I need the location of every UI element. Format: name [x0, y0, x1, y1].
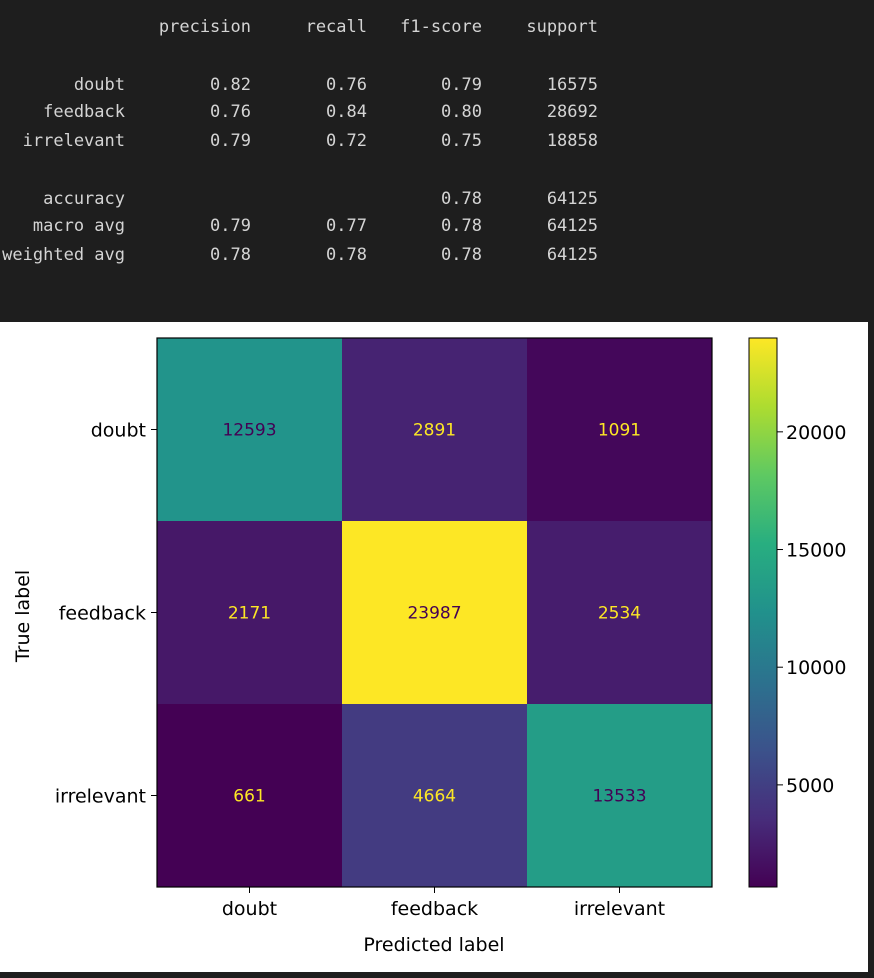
- classification-report: precision recall f1-score support doubt 0.82 0…: [0, 0, 874, 322]
- bottom-border: [0, 972, 874, 978]
- report-cell-support: 64125: [546, 245, 598, 265]
- x-tick-label: irrelevant: [574, 898, 665, 920]
- y-tick-label: doubt: [91, 420, 146, 442]
- matrix-cell: [157, 338, 343, 522]
- report-cell-support: 16575: [546, 75, 598, 95]
- report-cell-precision: 0.79: [210, 131, 251, 151]
- report-cell-support: 28692: [546, 102, 598, 122]
- colorbar: [748, 337, 778, 888]
- colorbar-tick-label: 20000: [786, 422, 846, 444]
- report-cell-f1: 0.79: [441, 75, 482, 95]
- report-header-precision: precision: [158, 17, 251, 37]
- colorbar-tick-label: 5000: [786, 775, 834, 797]
- report-header-support: support: [526, 17, 598, 37]
- report-cell-precision: 0.82: [210, 75, 251, 95]
- confusion-matrix-chart: 12593 2891 1091 2171 23987 2534 661 4664 13533 d…: [12, 337, 846, 956]
- report-cell-recall: 0.77: [326, 216, 367, 236]
- report-row-label: doubt: [73, 75, 125, 95]
- matrix-cell: [342, 521, 528, 705]
- matrix-cell: [527, 521, 713, 705]
- report-accuracy-label: accuracy: [43, 189, 125, 209]
- confusion-matrix-figure: 12593 2891 1091 2171 23987 2534 661 4664 13533 d…: [0, 322, 868, 972]
- right-border: [868, 322, 874, 978]
- report-cell-f1: 0.75: [441, 131, 482, 151]
- x-tick-label: feedback: [391, 898, 478, 920]
- report-cell-f1: 0.80: [441, 102, 482, 122]
- report-cell-recall: 0.84: [326, 102, 367, 122]
- report-header-recall: recall: [305, 17, 367, 37]
- matrix-cell-value: 23987: [407, 604, 461, 624]
- report-accuracy-support: 64125: [546, 189, 598, 209]
- report-avg-label: macro avg: [32, 216, 125, 236]
- matrix-cell: [527, 704, 713, 888]
- matrix-cell: [342, 704, 528, 888]
- report-row-label: feedback: [43, 102, 125, 122]
- report-cell-support: 64125: [546, 216, 598, 236]
- y-tick-label: irrelevant: [55, 786, 146, 808]
- report-accuracy-f1: 0.78: [441, 189, 482, 209]
- matrix-cell-value: 661: [233, 787, 265, 807]
- report-cell-precision: 0.76: [210, 102, 251, 122]
- colorbar-tick-label: 10000: [786, 657, 846, 679]
- report-cell-recall: 0.78: [326, 245, 367, 265]
- matrix-cell-value: 2891: [413, 421, 456, 441]
- report-avg-label: weighted avg: [2, 245, 125, 265]
- y-tick-label: feedback: [59, 603, 146, 625]
- matrix-cell: [527, 338, 713, 522]
- matrix-cell: [157, 521, 343, 705]
- report-cell-support: 18858: [546, 131, 598, 151]
- report-cell-recall: 0.72: [326, 131, 367, 151]
- matrix-cell-value: 1091: [598, 421, 641, 441]
- report-cell-recall: 0.76: [326, 75, 367, 95]
- y-axis-label: True label: [12, 570, 34, 663]
- matrix-cell-value: 13533: [592, 787, 646, 807]
- report-cell-f1: 0.78: [441, 245, 482, 265]
- x-axis-label: Predicted label: [363, 934, 504, 956]
- x-tick-label: doubt: [222, 898, 277, 920]
- report-cell-f1: 0.78: [441, 216, 482, 236]
- matrix-cell-value: 2534: [598, 604, 641, 624]
- matrix-cell: [342, 338, 528, 522]
- matrix-cell: [157, 704, 343, 888]
- report-cell-precision: 0.78: [210, 245, 251, 265]
- matrix-cell-value: 12593: [222, 421, 276, 441]
- report-row-label: irrelevant: [22, 131, 125, 151]
- report-header-f1-score: f1-score: [400, 17, 482, 37]
- matrix-cell-value: 2171: [228, 604, 271, 624]
- matrix-cell-value: 4664: [413, 787, 456, 807]
- report-cell-precision: 0.79: [210, 216, 251, 236]
- colorbar-tick-label: 15000: [786, 540, 846, 562]
